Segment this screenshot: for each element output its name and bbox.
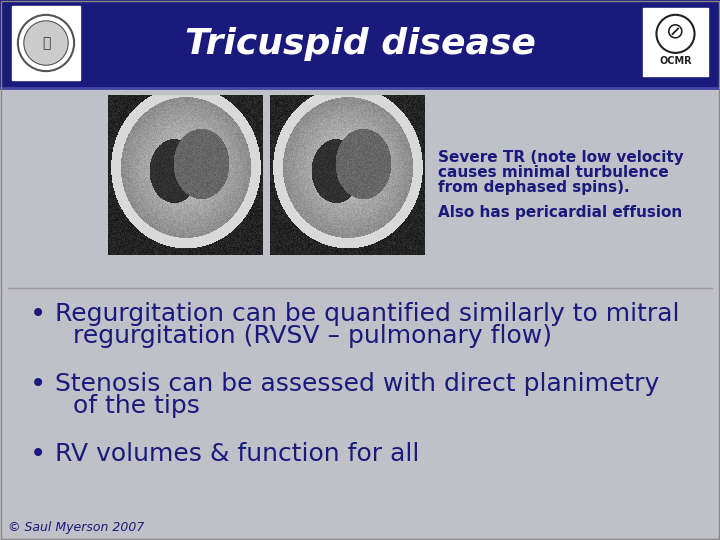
Text: •: • — [30, 300, 46, 328]
Text: •: • — [30, 370, 46, 398]
Text: ⊘: ⊘ — [666, 22, 685, 42]
Text: Stenosis can be assessed with direct planimetry: Stenosis can be assessed with direct pla… — [55, 372, 660, 396]
Text: Severe TR (note low velocity: Severe TR (note low velocity — [438, 150, 684, 165]
Text: © Saul Myerson 2007: © Saul Myerson 2007 — [8, 521, 145, 534]
Text: RV volumes & function for all: RV volumes & function for all — [55, 442, 419, 466]
Text: regurgitation (RVSV – pulmonary flow): regurgitation (RVSV – pulmonary flow) — [73, 324, 552, 348]
Text: •: • — [30, 440, 46, 468]
Bar — [12, 6, 80, 80]
Text: ⛨: ⛨ — [42, 36, 50, 50]
Bar — [0, 0, 720, 88]
Bar — [643, 8, 708, 76]
Text: Tricuspid disease: Tricuspid disease — [184, 27, 536, 61]
Text: from dephased spins).: from dephased spins). — [438, 180, 629, 195]
Circle shape — [24, 21, 68, 65]
Text: causes minimal turbulence: causes minimal turbulence — [438, 165, 669, 180]
Text: Also has pericardial effusion: Also has pericardial effusion — [438, 205, 683, 220]
Text: Regurgitation can be quantified similarly to mitral: Regurgitation can be quantified similarl… — [55, 302, 680, 326]
Text: OCMR: OCMR — [660, 56, 692, 66]
Text: of the tips: of the tips — [73, 394, 200, 418]
